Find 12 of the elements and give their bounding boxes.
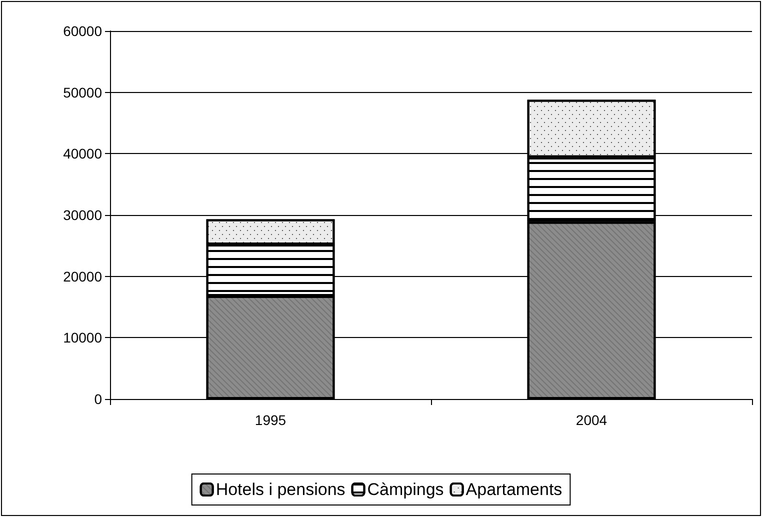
- legend-label: Càmpings: [367, 480, 444, 499]
- y-tick-label: 30000: [63, 207, 102, 223]
- y-tick-label: 10000: [63, 330, 102, 346]
- y-tick-label: 50000: [63, 84, 102, 100]
- legend-label: Hotels i pensions: [216, 480, 346, 499]
- y-tick-label: 0: [94, 391, 102, 407]
- x-tick-label: 1995: [254, 412, 286, 428]
- y-tick-label: 60000: [63, 23, 102, 39]
- legend-label: Apartaments: [466, 480, 562, 499]
- y-tick-label: 20000: [63, 268, 102, 284]
- x-tick-label: 2004: [576, 412, 608, 428]
- y-tick-label: 40000: [63, 146, 102, 162]
